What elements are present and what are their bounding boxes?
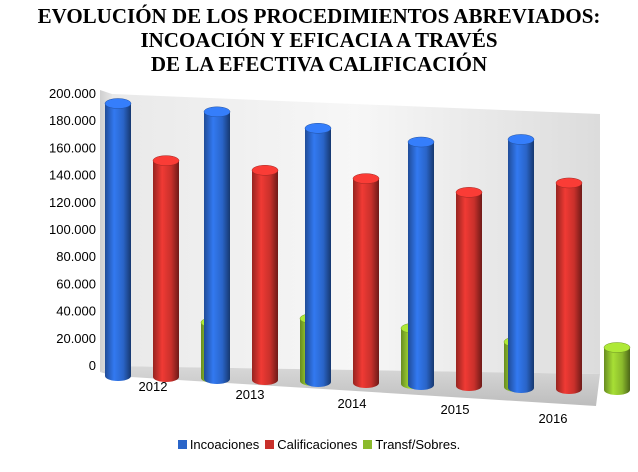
- chart-title: EVOLUCIÓN DE LOS PROCEDIMIENTOS ABREVIAD…: [0, 4, 638, 76]
- bar-cap: [104, 98, 132, 109]
- legend-swatch: [363, 440, 373, 449]
- bar-body: [556, 182, 582, 394]
- y-tick-label: 200.000: [49, 86, 96, 101]
- bar: [455, 187, 483, 391]
- bars-group: [104, 98, 631, 395]
- bar-body: [153, 160, 179, 382]
- legend-item-incoaciones: Incoaciones: [177, 437, 260, 452]
- bar-cap: [203, 106, 231, 118]
- chart-title-line-2: INCOACIÓN Y EFICACIA A TRAVÉS: [140, 28, 498, 52]
- bar: [104, 98, 132, 382]
- bar-body: [305, 128, 331, 387]
- bar: [304, 123, 332, 387]
- legend-item-calificaciones: Calificaciones: [265, 437, 357, 452]
- bar: [507, 134, 535, 393]
- bar: [203, 106, 231, 384]
- x-tick-label: 2013: [236, 387, 265, 402]
- y-tick-label: 180.000: [49, 113, 96, 128]
- y-tick-label: 0: [89, 358, 96, 373]
- legend-label: Calificaciones: [277, 437, 358, 452]
- x-tick-label: 2014: [338, 396, 367, 411]
- legend-swatch: [177, 440, 187, 449]
- y-tick-label: 140.000: [49, 168, 96, 183]
- bar-cap: [304, 123, 332, 134]
- bar-body: [353, 178, 379, 388]
- bar-body: [252, 170, 278, 385]
- bar-cap: [603, 342, 631, 353]
- bar-body: [456, 192, 482, 391]
- legend-swatch: [265, 440, 275, 449]
- y-tick-label: 160.000: [49, 140, 96, 155]
- x-tick-label: 2012: [139, 379, 168, 394]
- legend-label: Incoaciones: [189, 437, 260, 452]
- bar-cap: [251, 165, 279, 176]
- bar-cap: [407, 136, 435, 148]
- bar-body: [105, 103, 131, 382]
- bar-cap: [352, 173, 380, 184]
- bar: [251, 165, 279, 385]
- legend-label: Transf/Sobres.: [375, 437, 461, 452]
- bar: [603, 342, 631, 395]
- bar-cap: [507, 134, 535, 145]
- y-tick-label: 40.000: [56, 304, 96, 319]
- y-tick-label: 120.000: [49, 195, 96, 210]
- legend: Incoaciones Calificaciones Transf/Sobres…: [0, 437, 638, 452]
- bar-cap: [455, 187, 483, 198]
- bar-cap: [555, 177, 583, 189]
- x-axis: 2012 2013 2014 2015 2016: [139, 379, 568, 426]
- bar: [407, 136, 435, 390]
- x-tick-label: 2016: [539, 411, 568, 426]
- bar-body: [604, 347, 630, 395]
- bar-body: [408, 142, 434, 390]
- y-tick-label: 20.000: [56, 331, 96, 346]
- y-tick-label: 60.000: [56, 276, 96, 291]
- chart-title-line-3: DE LA EFECTIVA CALIFICACIÓN: [150, 52, 488, 76]
- y-tick-label: 100.000: [49, 222, 96, 237]
- bar-cap: [152, 155, 180, 166]
- bar: [352, 173, 380, 388]
- bar-body: [204, 111, 230, 384]
- x-tick-label: 2015: [441, 402, 470, 417]
- bar: [555, 177, 583, 394]
- chart-title-line-1: EVOLUCIÓN DE LOS PROCEDIMIENTOS ABREVIAD…: [37, 4, 601, 28]
- bar: [152, 155, 180, 382]
- y-tick-label: 80.000: [56, 249, 96, 264]
- y-axis: 0 20.000 40.000 60.000 80.000 100.000 120.000 1…: [49, 86, 96, 373]
- bar-body: [508, 139, 534, 393]
- legend-item-transf-sobres: Transf/Sobres.: [363, 437, 460, 452]
